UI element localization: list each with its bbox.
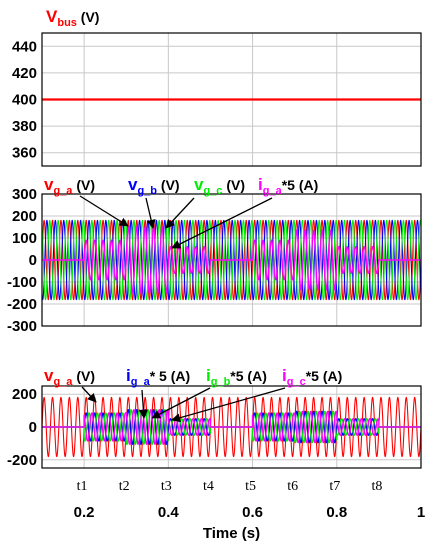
y-tick-label: 200 bbox=[12, 208, 37, 225]
series-group bbox=[42, 219, 421, 301]
x-axis-label: Time (s) bbox=[203, 525, 260, 542]
time-marker-t8: t8 bbox=[371, 479, 382, 494]
label-bot-blue: ig_a* 5 (A) bbox=[126, 366, 190, 388]
y-tick-label: -200 bbox=[7, 296, 37, 313]
y-tick-label: -200 bbox=[7, 452, 37, 469]
arrow-vgc bbox=[165, 197, 195, 229]
series-blue-line bbox=[42, 219, 421, 301]
y-tick-label: 400 bbox=[12, 92, 37, 109]
label-bot-green: ig_b*5 (A) bbox=[206, 366, 267, 388]
y-tick-label: 440 bbox=[12, 38, 37, 55]
y-tick-label: 380 bbox=[12, 118, 37, 135]
y-tick-label: 0 bbox=[29, 419, 37, 436]
x-tick-label: 1 bbox=[417, 504, 425, 521]
arrow-bot-igb bbox=[151, 387, 211, 419]
time-marker-t5: t5 bbox=[245, 479, 256, 494]
label-bot-red: vg_a (V) bbox=[44, 366, 95, 388]
arrow-vgb bbox=[145, 197, 156, 229]
arrow-iga bbox=[171, 197, 273, 249]
time-marker-t1: t1 bbox=[77, 479, 88, 494]
series-green-line bbox=[42, 219, 421, 301]
series-magenta-line bbox=[42, 409, 421, 445]
arrow-bot-igc bbox=[171, 387, 286, 423]
y-tick-label: 420 bbox=[12, 65, 37, 82]
y-tick-label: 300 bbox=[12, 186, 37, 203]
time-marker-t2: t2 bbox=[119, 479, 130, 494]
label-mid-magenta: ig_a*5 (A) bbox=[258, 175, 318, 197]
x-tick-label: 0.8 bbox=[326, 504, 347, 521]
time-marker-t7: t7 bbox=[329, 479, 340, 494]
arrow-bot-iga bbox=[138, 389, 148, 419]
label-mid-blue: vg_b (V) bbox=[128, 175, 180, 197]
x-tick-label: 0.2 bbox=[74, 504, 95, 521]
plot-frame bbox=[41, 193, 422, 327]
x-tick-label: 0.4 bbox=[158, 504, 180, 521]
y-tick-label: -100 bbox=[7, 274, 37, 291]
panel-top: 360 380 400 420 440 bbox=[12, 32, 422, 167]
label-vbus: Vbus (V) bbox=[46, 7, 99, 29]
series-group bbox=[42, 396, 421, 458]
series-magenta-line bbox=[42, 226, 421, 294]
label-mid-green: vg_c (V) bbox=[194, 175, 245, 197]
x-tick-label: 0.6 bbox=[242, 504, 263, 521]
arrow-vga bbox=[79, 195, 129, 227]
time-marker-t6: t6 bbox=[287, 479, 298, 494]
panel-bottom: 200 0 -200 0.2 0.4 0.6 0.8 1 Time (s) t1 t2 t3 t4 t5 t… bbox=[7, 385, 425, 542]
y-tick-label: 0 bbox=[29, 252, 37, 269]
label-mid-red: vg_a (V) bbox=[44, 175, 95, 197]
arrow-bot-vga bbox=[81, 386, 97, 403]
panel-middle: 300 200 100 0 -100 -200 -300 bbox=[7, 186, 422, 335]
y-tick-label: 100 bbox=[12, 230, 37, 247]
y-tick-label: -300 bbox=[7, 318, 37, 335]
time-marker-t4: t4 bbox=[203, 479, 214, 494]
label-bot-magenta: ig_c*5 (A) bbox=[282, 366, 342, 388]
plot-frame bbox=[41, 385, 422, 469]
time-marker-t3: t3 bbox=[161, 479, 172, 494]
y-tick-label: 200 bbox=[12, 386, 37, 403]
plot-frame bbox=[41, 32, 422, 167]
y-tick-label: 360 bbox=[12, 145, 37, 162]
